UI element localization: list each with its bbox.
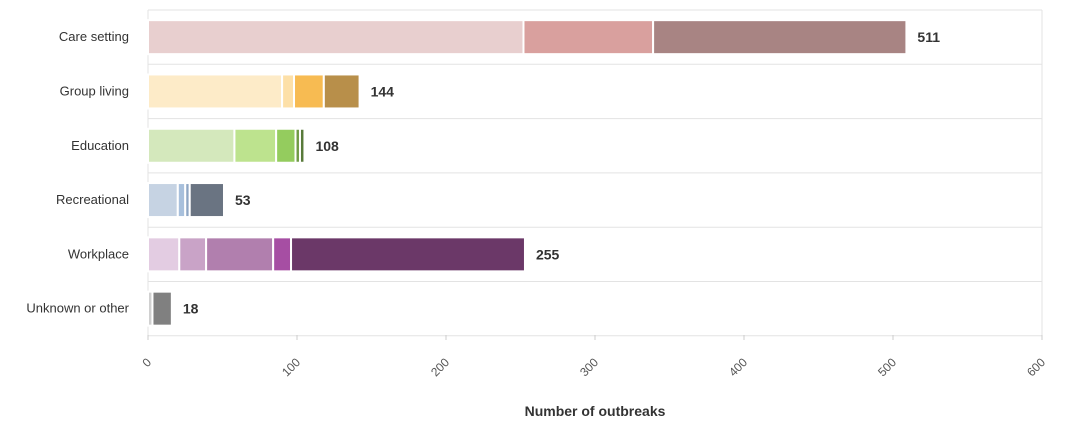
bar-segment [147,236,181,273]
bar-segment [290,236,526,273]
bar-total-label: 108 [315,138,339,154]
bar-total-label: 255 [536,246,560,262]
bar-segment [233,127,278,164]
bar-segment [147,19,525,56]
category-label: Workplace [68,246,129,261]
x-tick-label: 400 [726,355,750,379]
category-label: Recreational [56,192,129,207]
x-axis-title: Number of outbreaks [525,403,666,419]
labels: Care setting 511 Group living 144 Education 1… [26,29,940,317]
bar-segment [188,182,225,219]
bar-segment [147,73,284,110]
x-tick-label: 300 [577,355,601,379]
bars [147,19,908,327]
x-tick-label: 100 [279,355,303,379]
category-label: Education [71,138,129,153]
bar-segment [652,19,908,56]
category-label: Care setting [59,29,129,44]
bar-segment [176,182,187,219]
bar-segment [522,19,655,56]
bar-segment [205,236,275,273]
bar-segment [147,182,179,219]
category-label: Unknown or other [26,301,129,316]
bar-segment [272,236,293,273]
x-tick-label: 0 [139,355,154,370]
bar-segment [298,127,306,164]
bar-total-label: 53 [235,192,251,208]
x-tick-label: 600 [1024,355,1048,379]
bar-total-label: 144 [371,83,395,99]
x-tick-label: 200 [428,355,452,379]
bar-segment [151,290,173,327]
bar-segment [275,127,297,164]
bar-segment [281,73,296,110]
bar-segment [293,73,325,110]
grid [147,9,1043,337]
category-label: Group living [60,83,129,98]
bar-total-label: 18 [183,301,199,317]
x-axis-ticks: 0 100 200 300 400 500 600 [139,335,1048,379]
bar-total-label: 511 [917,29,940,45]
bar-segment [147,127,236,164]
bar-segment [178,236,208,273]
bar-segment [322,73,361,110]
x-tick-label: 500 [875,355,899,379]
